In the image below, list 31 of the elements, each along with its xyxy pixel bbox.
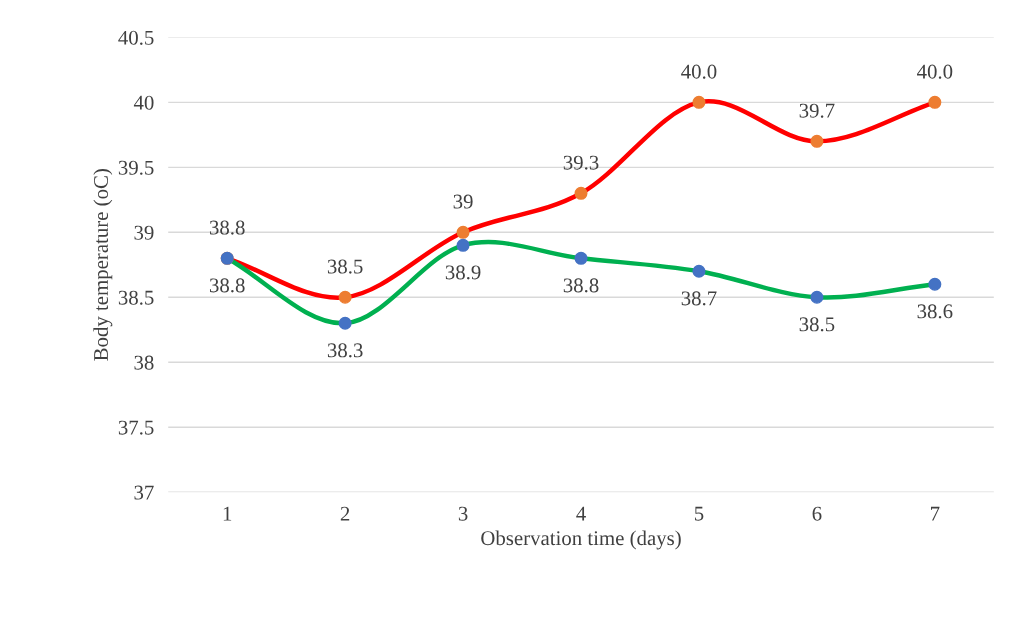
x-tick-label: 7 — [931, 506, 940, 521]
x-tick-label: 3 — [458, 506, 468, 521]
x-tick-label: 2 — [340, 506, 350, 521]
data-label: 39.3 — [563, 155, 599, 170]
y-axis-title: Body temperature (oC) — [93, 169, 113, 361]
y-tick-label: 38 — [134, 355, 154, 370]
data-label: 40.0 — [917, 64, 953, 79]
x-tick-label: 5 — [694, 506, 704, 521]
data-label: 39.7 — [799, 103, 835, 118]
data-label: 38.5 — [799, 317, 835, 332]
data-label: 38.8 — [209, 220, 245, 235]
data-label: 38.3 — [327, 343, 363, 358]
x-tick-label: 1 — [223, 506, 232, 521]
y-tick-label: 39 — [134, 225, 154, 240]
y-tick-label: 37 — [134, 485, 154, 500]
y-tick-label: 39.5 — [118, 160, 154, 175]
x-axis-title: Observation time (days) — [481, 530, 681, 550]
data-label: 38.7 — [681, 291, 717, 306]
data-label: 38.6 — [917, 304, 953, 319]
y-tick-label: 38.5 — [118, 290, 154, 305]
data-label: 38.9 — [445, 265, 481, 280]
x-tick-label: 6 — [812, 506, 822, 521]
data-label: 38.5 — [327, 259, 363, 274]
x-tick-label: 4 — [576, 506, 586, 521]
data-label: 40.0 — [681, 64, 717, 79]
data-label: 38.8 — [209, 278, 245, 293]
data-label: 39 — [453, 194, 473, 209]
data-label: 38.8 — [563, 278, 599, 293]
y-tick-label: 37.5 — [118, 420, 154, 435]
y-tick-label: 40.5 — [118, 30, 154, 45]
y-tick-label: 40 — [133, 95, 154, 110]
